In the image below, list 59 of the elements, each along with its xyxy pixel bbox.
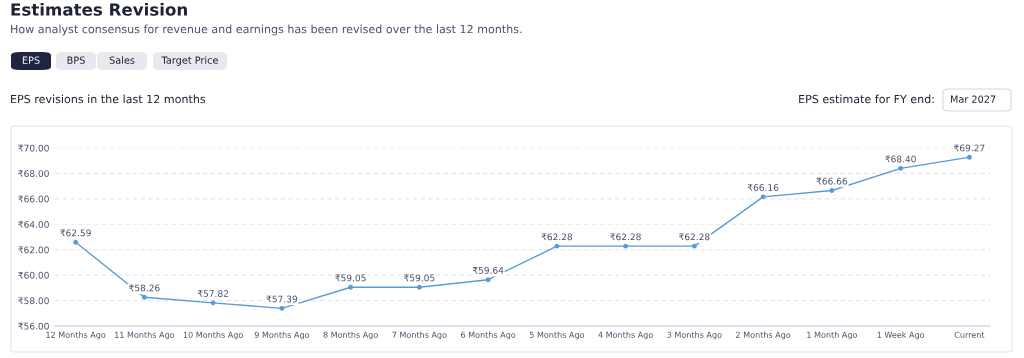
text: EPS [22, 56, 40, 64]
x-tick-label: 9 Months Ago [254, 331, 310, 340]
x-tick-label: 11 Months Ago [115, 331, 175, 340]
chart-subtitle: How analyst consensus for revenue and earnings has been revised over the last 12 months. [11, 24, 522, 36]
data-label: ₹62.28 [541, 233, 573, 241]
x-tick-label: Current [954, 331, 985, 338]
data-label: ₹57.82 [197, 290, 229, 297]
point [898, 165, 904, 171]
y-tick-label: ₹66.00 [18, 195, 49, 203]
data-label: ₹62.28 [610, 233, 641, 241]
y-tick-label: ₹70.00 [18, 144, 49, 152]
text: BPS [67, 56, 85, 64]
point [73, 239, 79, 245]
y-tick-label: ₹64.00 [18, 221, 49, 228]
x-tick-label: 6 Months Ago [461, 331, 516, 340]
point [829, 188, 835, 193]
point [279, 305, 285, 311]
y-tick-label: ₹62.00 [18, 246, 49, 254]
x-tick-label: 12 Months Ago [46, 331, 106, 340]
x-tick-label: 8 Months Ago [323, 331, 378, 340]
x-tick-label: 10 Months Ago [183, 331, 243, 340]
text: Sales [109, 56, 135, 64]
x-tick-label: 1 Month Ago [807, 331, 857, 340]
point [416, 284, 422, 290]
text: EPS estimate for FY end: [799, 94, 934, 104]
data-label: ₹59.64 [472, 266, 504, 274]
x-tick-label: 2 Months Ago [736, 331, 791, 340]
text: Mar 2027 [950, 95, 996, 103]
data-label: ₹59.05 [404, 274, 435, 282]
point [485, 277, 491, 283]
point [623, 243, 629, 249]
x-tick-label: 5 Months Ago [529, 331, 585, 340]
chart-title: Estimates Revision [11, 2, 187, 16]
y-tick-label: ₹58.00 [18, 297, 49, 305]
text: Target Price [161, 56, 218, 66]
point [966, 154, 972, 160]
data-label: ₹58.26 [129, 284, 160, 292]
text: EPS revisions in the last 12 months [11, 94, 206, 104]
y-tick-label: ₹60.00 [18, 271, 49, 279]
x-tick-label: 3 Months Ago [667, 331, 722, 340]
data-label: ₹62.28 [679, 233, 710, 241]
data-label: ₹62.59 [60, 229, 91, 237]
data-label: ₹66.16 [747, 184, 779, 191]
data-label: ₹66.66 [816, 177, 848, 185]
point [691, 243, 697, 249]
data-label: ₹69.27 [954, 144, 985, 152]
y-tick-label: ₹68.00 [18, 170, 49, 177]
point [760, 194, 766, 200]
point [348, 284, 354, 290]
x-tick-label: 4 Months Ago [598, 331, 653, 340]
point [554, 243, 560, 249]
point [210, 300, 216, 306]
x-tick-label: 7 Months Ago [392, 331, 447, 340]
data-label: ₹59.05 [335, 274, 366, 282]
point [141, 294, 147, 300]
y-tick-label: ₹56.00 [18, 322, 49, 330]
data-label: ₹57.39 [266, 295, 298, 303]
data-label: ₹68.40 [885, 155, 916, 163]
x-tick-label: 1 Week Ago [877, 331, 925, 340]
